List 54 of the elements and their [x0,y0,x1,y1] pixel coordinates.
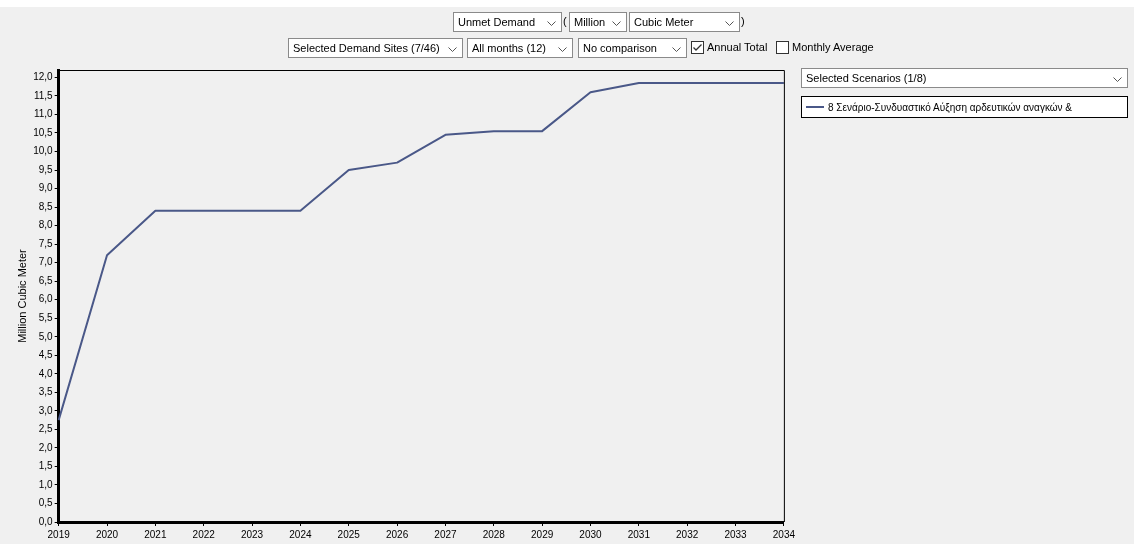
y-tick-label: 5,0 [38,330,54,342]
y-tick-label: 1,5 [38,460,54,472]
x-tick-label: 2019 [47,528,71,540]
x-tick-label: 2021 [144,528,167,540]
x-tick-label: 2026 [385,528,409,540]
y-tick-label: 9,0 [38,182,54,194]
dropdown: Selected Scenarios (1/8) [801,68,1128,88]
dropdown: Million [569,12,627,32]
y-tick-label: 2,0 [38,441,54,453]
y-axis-title: Million Cubic Meter [15,248,28,343]
y-tick-label: 5,5 [38,311,54,323]
y-tick-label: 3,5 [38,386,54,398]
dropdown: Selected Demand Sites (7/46) [288,38,463,58]
y-tick-label: 6,5 [38,274,54,286]
x-tick-label: 2020 [95,528,119,540]
y-tick-label: 9,5 [38,163,54,175]
dropdown: Unmet Demand [453,12,562,32]
y-tick-label: 3,0 [38,404,54,416]
x-tick-label: 2029 [531,528,554,540]
y-tick-label: 10,0 [33,145,54,157]
y-tick-label: 1,0 [38,478,54,490]
y-tick-label: 2,5 [38,423,54,435]
y-tick-label: 12,0 [33,71,54,83]
x-tick-label: 2033 [724,528,748,540]
x-tick-label: 2023 [240,528,264,540]
text: Monthly Average [792,41,874,53]
y-tick-label: 4,0 [38,367,54,379]
x-tick-label: 2031 [627,528,651,540]
x-tick-label: 2025 [337,528,361,540]
x-tick-label: 2028 [482,528,506,540]
x-tick-label: 2027 [434,528,457,540]
dropdown: All months (12) [467,38,573,58]
x-tick-label: 2032 [676,528,699,540]
x-tick-label: 2030 [579,528,603,540]
x-tick-label: 2022 [192,528,216,540]
dropdown: No comparison [578,38,687,58]
text: ) [741,15,745,27]
y-tick-label: 8,0 [38,219,54,231]
y-tick-label: 6,0 [38,293,54,305]
y-tick-label: 11,5 [33,89,54,101]
text: Annual Total [707,41,768,53]
dropdown: Cubic Meter [629,12,740,32]
text: ( [563,15,567,27]
y-tick-label: 0,5 [38,497,54,509]
y-tick-label: 7,5 [38,237,54,249]
y-tick-label: 4,5 [38,349,54,361]
x-tick-label: 2024 [289,528,312,540]
y-tick-label: 8,5 [38,200,54,212]
legend-label: 8 Σενάριο-Συνδυαστικό Αύξηση αρδευτικών αναγκών & [828,101,1073,113]
x-tick-label: 2034 [772,528,796,540]
y-tick-label: 0,0 [38,515,54,527]
y-tick-label: 11,0 [33,108,54,120]
y-tick-label: 7,0 [38,256,54,268]
y-tick-label: 10,5 [33,126,54,138]
